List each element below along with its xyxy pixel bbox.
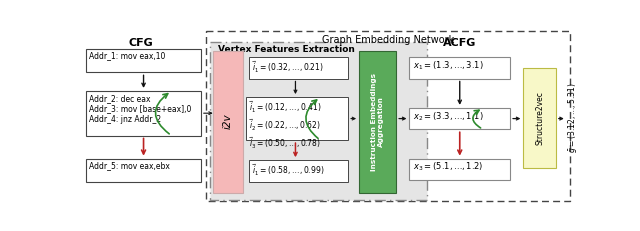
- Text: $x_1 = (1.3,\ldots,3.1)$: $x_1 = (1.3,\ldots,3.1)$: [413, 59, 484, 72]
- Text: $\vec{i}_1 = (0.12,\ldots,0.41)$
$\vec{i}_2 = (0.22,\ldots,0.62)$
$\vec{i}_3 = (: $\vec{i}_1 = (0.12,\ldots,0.41)$ $\vec{i…: [249, 100, 321, 151]
- FancyBboxPatch shape: [410, 57, 510, 79]
- Text: $\vec{i}_1 = (0.32,\ldots,0.21)$: $\vec{i}_1 = (0.32,\ldots,0.21)$: [252, 59, 324, 75]
- FancyBboxPatch shape: [86, 49, 201, 72]
- Text: Structure2vec: Structure2vec: [535, 91, 544, 145]
- FancyBboxPatch shape: [86, 159, 201, 182]
- Text: $\vec{i}_1 = (0.58,\ldots,0.99)$: $\vec{i}_1 = (0.58,\ldots,0.99)$: [252, 162, 324, 178]
- Text: $x_3 = (5.1,\ldots,1.2)$: $x_3 = (5.1,\ldots,1.2)$: [413, 161, 484, 173]
- FancyBboxPatch shape: [410, 159, 510, 180]
- FancyBboxPatch shape: [410, 108, 510, 129]
- FancyBboxPatch shape: [524, 68, 556, 168]
- FancyBboxPatch shape: [249, 57, 348, 79]
- Text: Addr_5: mov eax,ebx: Addr_5: mov eax,ebx: [90, 161, 170, 170]
- FancyBboxPatch shape: [205, 31, 570, 201]
- FancyBboxPatch shape: [213, 51, 243, 193]
- Text: i2v: i2v: [223, 114, 233, 129]
- Text: $\bar{g} = (3.12,\ldots,5.31)$: $\bar{g} = (3.12,\ldots,5.31)$: [566, 82, 579, 153]
- Text: Addr_1: mov eax,10: Addr_1: mov eax,10: [90, 52, 166, 61]
- FancyBboxPatch shape: [210, 42, 428, 200]
- Text: ACFG: ACFG: [443, 39, 476, 49]
- Text: Graph Embedding Network: Graph Embedding Network: [321, 35, 454, 46]
- Text: Vertex Features Extraction: Vertex Features Extraction: [218, 45, 355, 54]
- Text: Addr_2: dec eax
Addr_3: mov [base+eax],0
Addr_4: jnz Addr_2: Addr_2: dec eax Addr_3: mov [base+eax],0…: [90, 94, 191, 124]
- FancyBboxPatch shape: [359, 51, 396, 193]
- FancyBboxPatch shape: [246, 97, 348, 140]
- FancyBboxPatch shape: [249, 160, 348, 182]
- Text: Instruction Embeddings
Aggregation: Instruction Embeddings Aggregation: [371, 73, 384, 171]
- Text: CFG: CFG: [128, 39, 153, 49]
- Text: $x_2 = (3.3,\ldots,1.1)$: $x_2 = (3.3,\ldots,1.1)$: [413, 110, 484, 123]
- FancyBboxPatch shape: [86, 91, 201, 136]
